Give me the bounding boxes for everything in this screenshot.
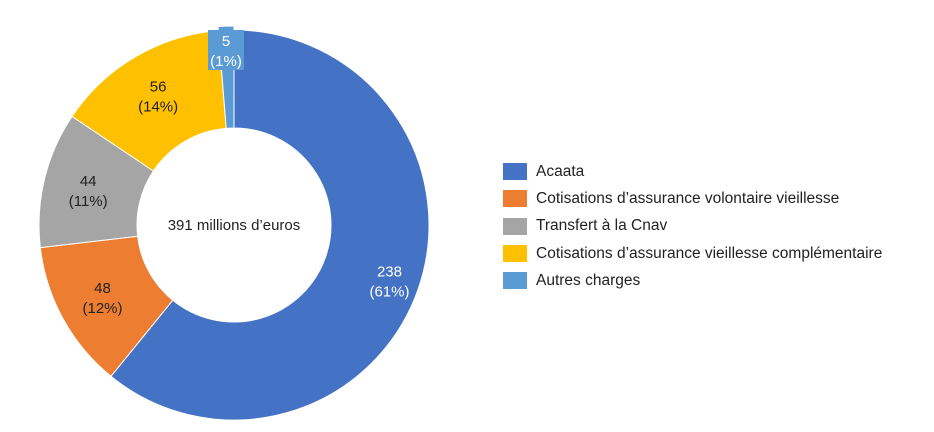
legend-swatch (503, 190, 527, 208)
data-label-percent: (61%) (369, 283, 409, 300)
legend-swatch (503, 272, 527, 290)
legend-item: Cotisations d’assurance vieillesse compl… (503, 240, 882, 267)
legend-item: Transfert à la Cnav (503, 213, 882, 240)
data-label-value: 238 (377, 263, 402, 280)
legend-swatch (503, 217, 527, 235)
center-label: 391 millions d’euros (168, 217, 301, 234)
legend-label: Autres charges (536, 271, 641, 289)
data-label-value: 5 (222, 33, 230, 50)
data-label-value: 44 (80, 173, 97, 190)
legend-item: Cotisations d’assurance volontaire vieil… (503, 185, 882, 212)
legend: Acaata Cotisations d’assurance volontaire… (503, 158, 882, 294)
data-label-percent: (1%) (210, 53, 242, 70)
data-label-percent: (12%) (83, 300, 123, 317)
legend-label: Cotisations d’assurance vieillesse compl… (536, 244, 883, 262)
label-background (208, 30, 244, 70)
legend-swatch (503, 163, 527, 181)
legend-swatch (503, 245, 527, 263)
legend-label: Cotisations d’assurance volontaire vieil… (536, 189, 840, 207)
data-label-percent: (11%) (69, 193, 108, 210)
legend-item: Acaata (503, 158, 882, 185)
data-label-value: 56 (150, 79, 167, 96)
data-label-percent: (14%) (138, 99, 178, 116)
legend-label: Transfert à la Cnav (536, 217, 668, 235)
slice-0 (110, 29, 430, 421)
legend-label: Acaata (536, 162, 585, 180)
data-label-value: 48 (94, 280, 111, 297)
legend-item: Autres charges (503, 267, 882, 294)
